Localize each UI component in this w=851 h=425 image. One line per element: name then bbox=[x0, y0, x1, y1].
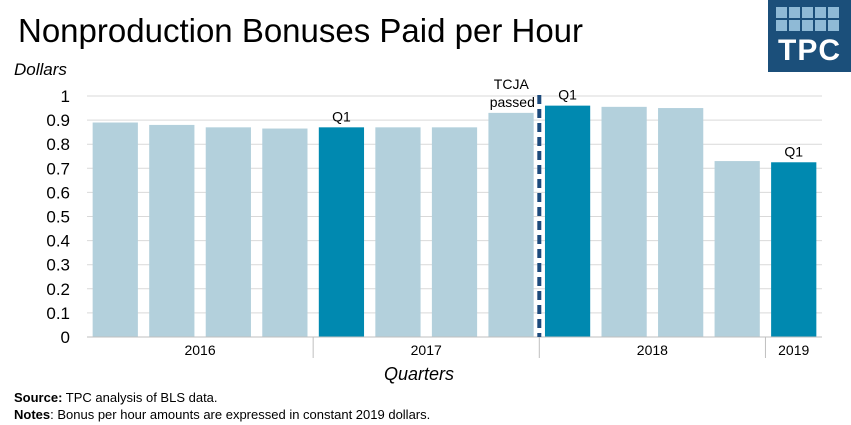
bar bbox=[488, 112, 534, 338]
bar bbox=[92, 122, 138, 337]
event-label-line1: TCJA bbox=[494, 76, 530, 92]
x-category-label: 2018 bbox=[637, 342, 668, 358]
y-tick-label: 0.6 bbox=[46, 183, 70, 202]
y-axis-title: Dollars bbox=[14, 60, 67, 79]
y-tick-label: 0.5 bbox=[46, 208, 70, 227]
x-axis-title: Quarters bbox=[384, 364, 455, 384]
y-tick-label: 0.9 bbox=[46, 111, 70, 130]
bar bbox=[375, 127, 421, 337]
logo-grid-icon bbox=[776, 7, 839, 31]
y-tick-label: 0.4 bbox=[46, 232, 70, 251]
bar bbox=[771, 162, 817, 337]
y-tick-label: 0.7 bbox=[46, 159, 70, 178]
bar bbox=[431, 127, 478, 337]
x-category-label: 2017 bbox=[411, 342, 442, 358]
tpc-logo: TPC bbox=[768, 0, 851, 72]
source-text: TPC analysis of BLS data. bbox=[62, 390, 218, 405]
y-tick-label: 0.3 bbox=[46, 256, 70, 275]
bar-label: Q1 bbox=[558, 87, 577, 103]
bar bbox=[318, 127, 365, 337]
bar bbox=[149, 124, 195, 337]
bar-label: Q1 bbox=[332, 108, 351, 124]
y-tick-label: 0.8 bbox=[46, 135, 70, 154]
chart-title: Nonproduction Bonuses Paid per Hour bbox=[18, 12, 584, 49]
y-tick-label: 0.1 bbox=[46, 304, 70, 323]
bar-label: Q1 bbox=[784, 143, 803, 159]
bar bbox=[544, 105, 591, 337]
y-tick-label: 1 bbox=[61, 87, 70, 106]
notes-note: Notes: Bonus per hour amounts are expres… bbox=[14, 407, 430, 422]
x-category-label: 2016 bbox=[184, 342, 215, 358]
event-label-line2: passed bbox=[490, 94, 535, 110]
bar bbox=[601, 106, 647, 337]
notes-text: : Bonus per hour amounts are expressed i… bbox=[50, 407, 431, 422]
bar bbox=[714, 161, 760, 337]
source-note: Source: TPC analysis of BLS data. bbox=[14, 390, 218, 405]
logo-text: TPC bbox=[778, 34, 841, 67]
notes-label: Notes bbox=[14, 407, 51, 422]
x-category-label: 2019 bbox=[778, 342, 809, 358]
source-label: Source: bbox=[14, 390, 63, 405]
y-tick-label: 0.2 bbox=[46, 280, 70, 299]
bar bbox=[658, 108, 704, 337]
bar bbox=[205, 127, 251, 337]
bar bbox=[262, 128, 308, 337]
y-tick-label: 0 bbox=[61, 328, 70, 347]
